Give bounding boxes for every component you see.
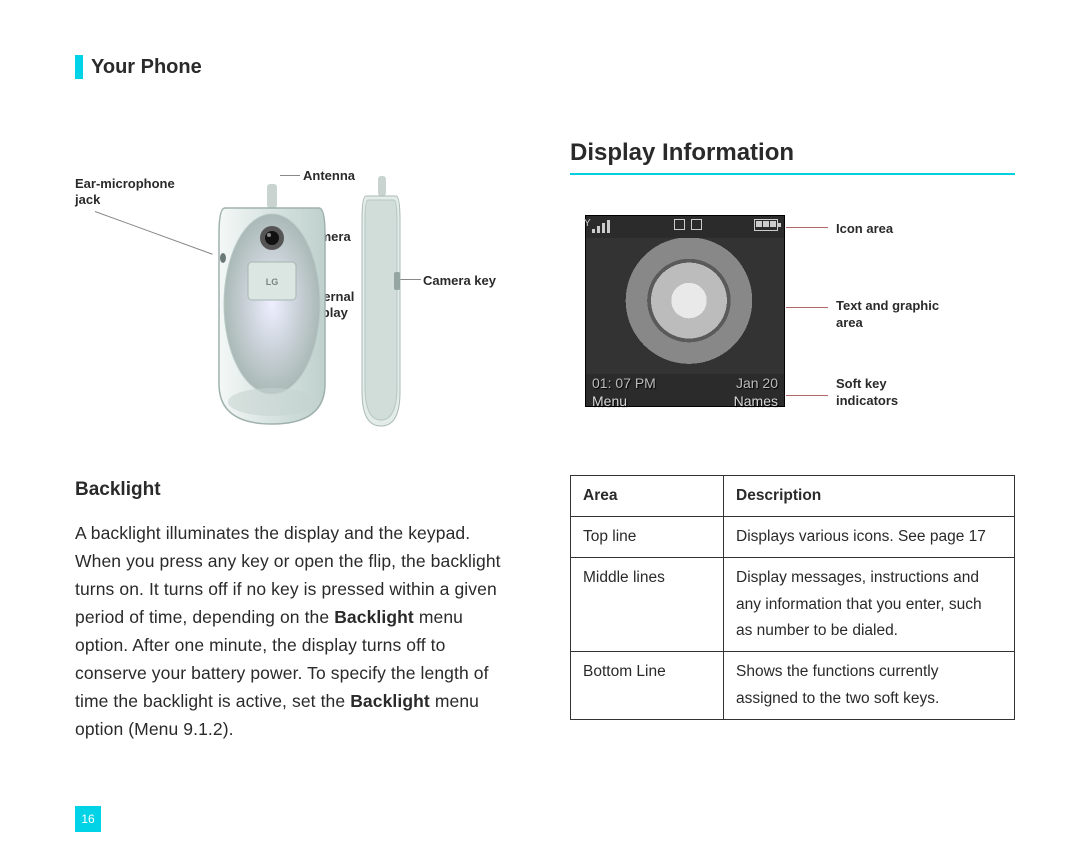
th-desc: Description	[724, 475, 1015, 516]
table-row: Middle lines Display messages, instructi…	[571, 558, 1015, 652]
table-row: Bottom Line Shows the functions currentl…	[571, 652, 1015, 720]
backlight-section: Backlight A backlight illuminates the di…	[75, 479, 520, 743]
table-header-row: Area Description	[571, 475, 1015, 516]
display-info-title: Display Information	[570, 139, 1015, 167]
phone-side-icon	[360, 176, 402, 429]
table-row: Top line Displays various icons. See pag…	[571, 516, 1015, 557]
cell-area: Top line	[571, 516, 724, 557]
icon-bar	[586, 216, 784, 238]
status-icon	[674, 219, 685, 230]
area-description-table: Area Description Top line Displays vario…	[570, 475, 1015, 720]
cell-area: Bottom Line	[571, 652, 724, 720]
callout-ear-mic: Ear-microphone jack	[75, 176, 175, 209]
time-date-row: 01: 07 PM Jan 20	[586, 374, 784, 392]
phone-front-icon: LG	[215, 184, 330, 429]
page-number: 16	[75, 806, 101, 832]
leader-ear-mic	[95, 211, 213, 255]
softkey-row: Menu Names	[586, 392, 784, 410]
backlight-bold2: Backlight	[350, 691, 430, 711]
signal-icon	[592, 219, 622, 233]
callout-softkey: Soft key indicators	[836, 375, 898, 410]
cell-area: Middle lines	[571, 558, 724, 652]
th-area: Area	[571, 475, 724, 516]
cell-desc: Displays various icons. See page 17	[724, 516, 1015, 557]
callout-camera-key: Camera key	[423, 273, 496, 289]
wallpaper-area	[586, 238, 784, 374]
softkey-right-label: Names	[734, 393, 778, 409]
softkey-left-label: Menu	[592, 393, 627, 409]
cell-desc: Shows the functions currently assigned t…	[724, 652, 1015, 720]
display-screen-diagram: 01: 07 PM Jan 20 Menu Names Icon area Te…	[570, 215, 1015, 445]
page-header: Your Phone	[75, 55, 1015, 79]
phone-screen: 01: 07 PM Jan 20 Menu Names	[585, 215, 785, 407]
leader-softkey	[786, 395, 828, 396]
left-column: Ear-microphone jack Antenna Camera Camer…	[75, 139, 520, 760]
leader-antenna	[280, 175, 300, 176]
lg-logo-text: LG	[266, 277, 279, 287]
leader-icon-area	[786, 227, 828, 228]
callout-text-area: Text and graphic area	[836, 297, 939, 332]
page-title: Your Phone	[91, 56, 202, 79]
status-icon	[691, 219, 702, 230]
title-rule	[570, 173, 1015, 175]
right-column: Display Information 01: 07 PM Jan 20	[570, 139, 1015, 760]
leader-text-area	[786, 307, 828, 308]
callout-antenna: Antenna	[303, 168, 355, 184]
backlight-bold1: Backlight	[334, 607, 414, 627]
callout-icon-area: Icon area	[836, 220, 893, 238]
battery-icon	[754, 219, 778, 231]
screen-date: Jan 20	[736, 375, 778, 391]
cell-desc: Display messages, instructions and any i…	[724, 558, 1015, 652]
phone-diagram: Ear-microphone jack Antenna Camera Camer…	[75, 139, 520, 449]
screen-time: 01: 07 PM	[592, 375, 656, 391]
backlight-title: Backlight	[75, 479, 520, 501]
header-accent-bar	[75, 55, 83, 79]
backlight-body: A backlight illuminates the display and …	[75, 519, 520, 743]
